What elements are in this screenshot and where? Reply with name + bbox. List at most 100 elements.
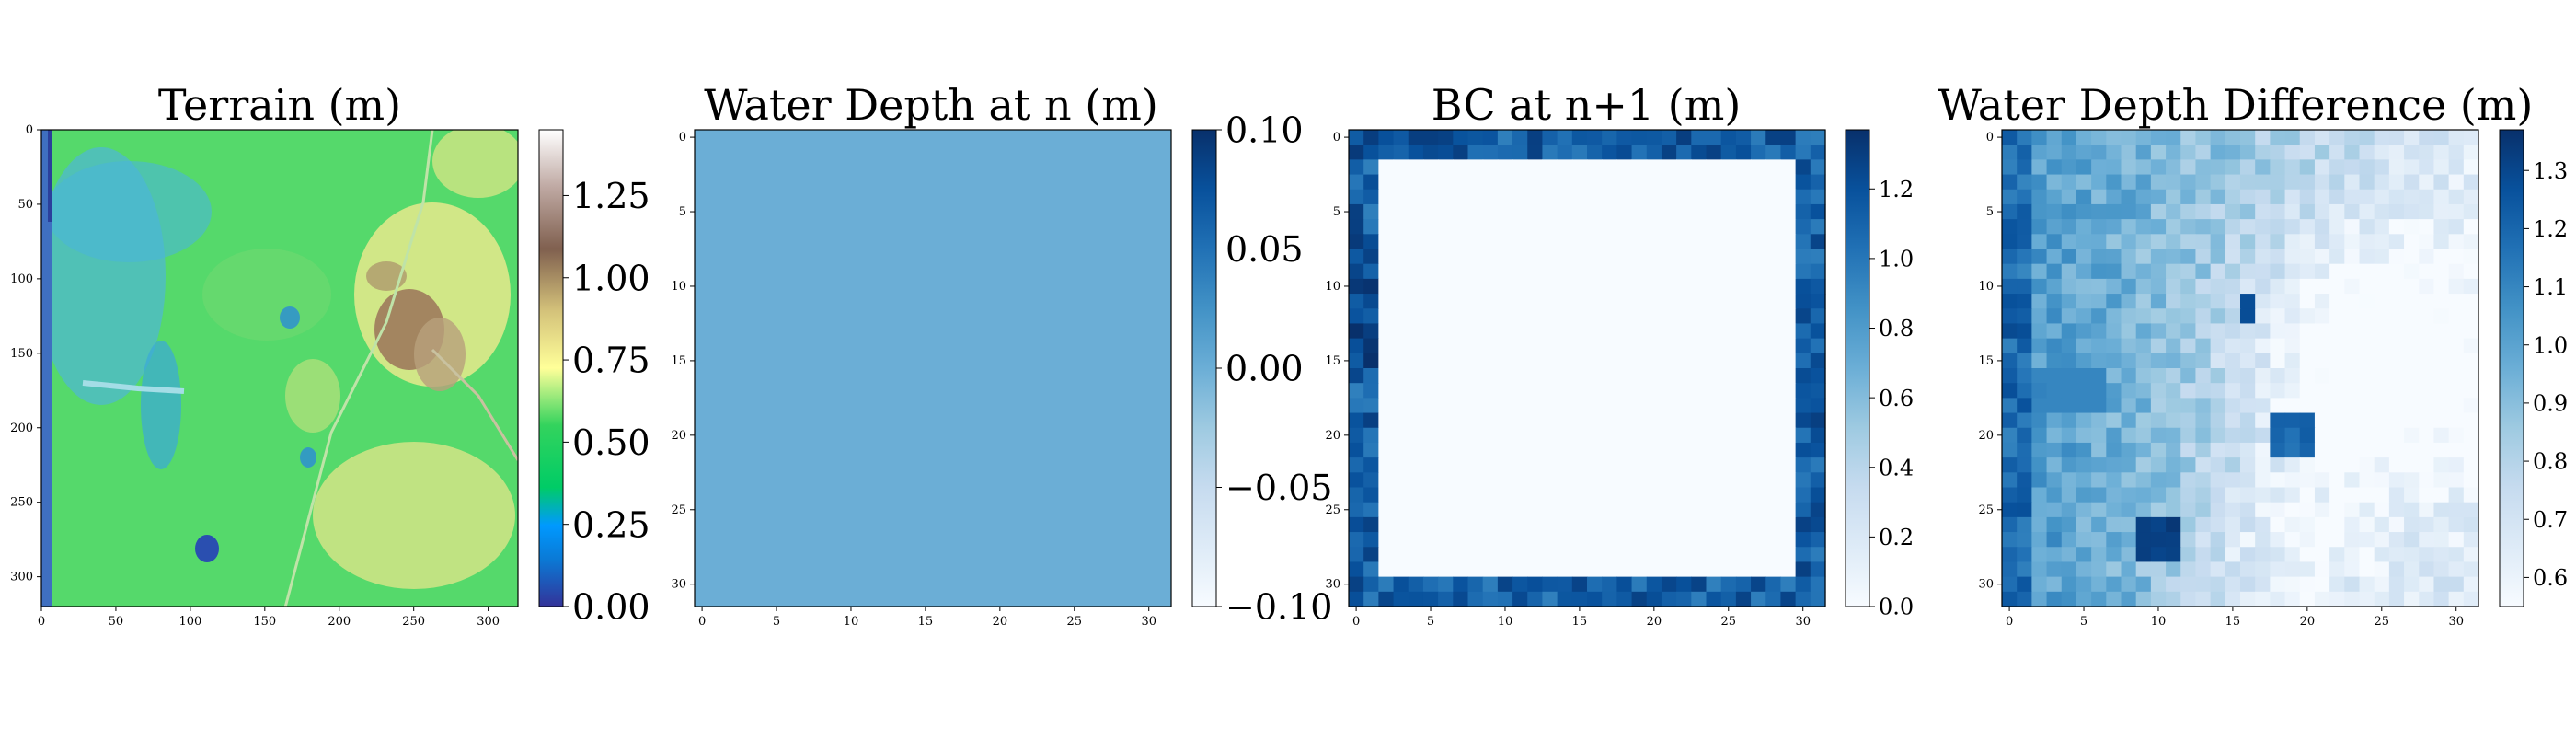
difference-cell — [2150, 263, 2167, 280]
interior-cell — [1646, 516, 1662, 533]
difference-cell — [2388, 487, 2405, 503]
difference-cell — [2225, 398, 2241, 414]
difference-cell — [2091, 278, 2107, 295]
difference-cell — [2448, 412, 2465, 429]
difference-panel: Water Depth Difference (m) 0 5 10 15 20 25 300… — [1938, 80, 2569, 629]
interior-cell — [1765, 278, 1782, 295]
difference-cell — [2091, 561, 2107, 578]
interior-cell — [1467, 383, 1484, 399]
difference-cell — [2388, 472, 2405, 489]
interior-cell — [1527, 294, 1544, 309]
difference-cell — [2046, 412, 2063, 429]
difference-cell — [2210, 234, 2226, 250]
difference-cell — [2344, 263, 2361, 280]
difference-cell — [2135, 174, 2152, 191]
boundary-cell — [1527, 130, 1544, 145]
boundary-cell — [1810, 263, 1826, 280]
boundary-cell — [1795, 189, 1811, 205]
difference-cell — [2061, 130, 2077, 145]
difference-cell — [2448, 263, 2465, 280]
difference-cell — [2180, 203, 2197, 220]
x-tick-label: 20 — [2300, 615, 2316, 629]
interior-cell — [1616, 308, 1633, 325]
interior-cell — [1422, 561, 1439, 578]
boundary-cell — [1363, 502, 1379, 518]
difference-cell — [2002, 338, 2018, 354]
difference-cell — [2031, 368, 2048, 384]
difference-cell — [2359, 576, 2375, 593]
colorbar-tick-label: 0.10 — [1225, 110, 1304, 151]
interior-cell — [1497, 159, 1513, 176]
interior-cell — [1646, 338, 1662, 354]
difference-cell — [2359, 487, 2375, 503]
difference-cell — [2091, 412, 2107, 429]
difference-cell — [2135, 487, 2152, 503]
difference-cell — [2091, 338, 2107, 354]
difference-cell — [2106, 472, 2122, 489]
difference-cell — [2031, 591, 2048, 607]
difference-cell — [2270, 189, 2286, 205]
boundary-cell — [1810, 547, 1826, 563]
interior-cell — [1691, 427, 1708, 444]
difference-cell — [2388, 516, 2405, 533]
difference-cell — [2210, 532, 2226, 548]
difference-cell — [2270, 457, 2286, 473]
interior-cell — [1422, 278, 1439, 295]
colorbar-tick-label: 0.05 — [1225, 229, 1304, 270]
difference-cell — [2284, 219, 2301, 235]
boundary-cell — [1542, 145, 1558, 160]
interior-cell — [1751, 442, 1766, 458]
interior-cell — [1691, 457, 1708, 473]
interior-cell — [1542, 383, 1558, 399]
interior-cell — [1393, 383, 1409, 399]
difference-cell — [2374, 294, 2390, 309]
interior-cell — [1676, 294, 1692, 309]
interior-cell — [1631, 249, 1648, 265]
difference-cell — [2374, 263, 2390, 280]
interior-cell — [1497, 547, 1513, 563]
interior-cell — [1542, 353, 1558, 369]
difference-cell — [2166, 323, 2181, 340]
water-depth-panel: Water Depth at n (m) 0 5 10 15 20 25 300510152… — [671, 80, 1332, 629]
difference-cell — [2031, 487, 2048, 503]
difference-cell — [2299, 442, 2316, 458]
difference-cell — [2150, 145, 2167, 160]
difference-cell — [2329, 130, 2345, 145]
boundary-cell — [1349, 591, 1364, 607]
boundary-cell — [1422, 145, 1439, 160]
difference-cell — [2255, 353, 2271, 369]
boundary-cell — [1810, 323, 1826, 340]
difference-cell — [2121, 203, 2137, 220]
interior-cell — [1631, 457, 1648, 473]
difference-cell — [2240, 130, 2256, 145]
difference-cell — [2344, 457, 2361, 473]
difference-cell — [2195, 249, 2212, 265]
interior-cell — [1453, 398, 1469, 414]
interior-cell — [1720, 263, 1737, 280]
interior-cell — [1720, 174, 1737, 191]
interior-cell — [1438, 174, 1454, 191]
difference-cell — [2061, 442, 2077, 458]
terrain-low-basin-north — [46, 161, 212, 262]
difference-cell — [2135, 308, 2152, 325]
difference-cell — [2061, 263, 2077, 280]
difference-cell — [2374, 487, 2390, 503]
difference-cell — [2017, 159, 2032, 176]
interior-cell — [1676, 472, 1692, 489]
difference-cell — [2002, 442, 2018, 458]
boundary-cell — [1363, 591, 1379, 607]
difference-cell — [2195, 159, 2212, 176]
difference-cell — [2419, 368, 2435, 384]
boundary-cell — [1512, 591, 1528, 607]
boundary-cell — [1810, 249, 1826, 265]
interior-cell — [1631, 427, 1648, 444]
difference-cell — [2359, 442, 2375, 458]
difference-cell — [2017, 532, 2032, 548]
difference-cell — [2374, 159, 2390, 176]
interior-cell — [1706, 203, 1722, 220]
boundary-cell — [1363, 398, 1379, 414]
interior-cell — [1706, 502, 1722, 518]
water-depth-frame — [694, 129, 1172, 607]
interior-cell — [1512, 308, 1528, 325]
